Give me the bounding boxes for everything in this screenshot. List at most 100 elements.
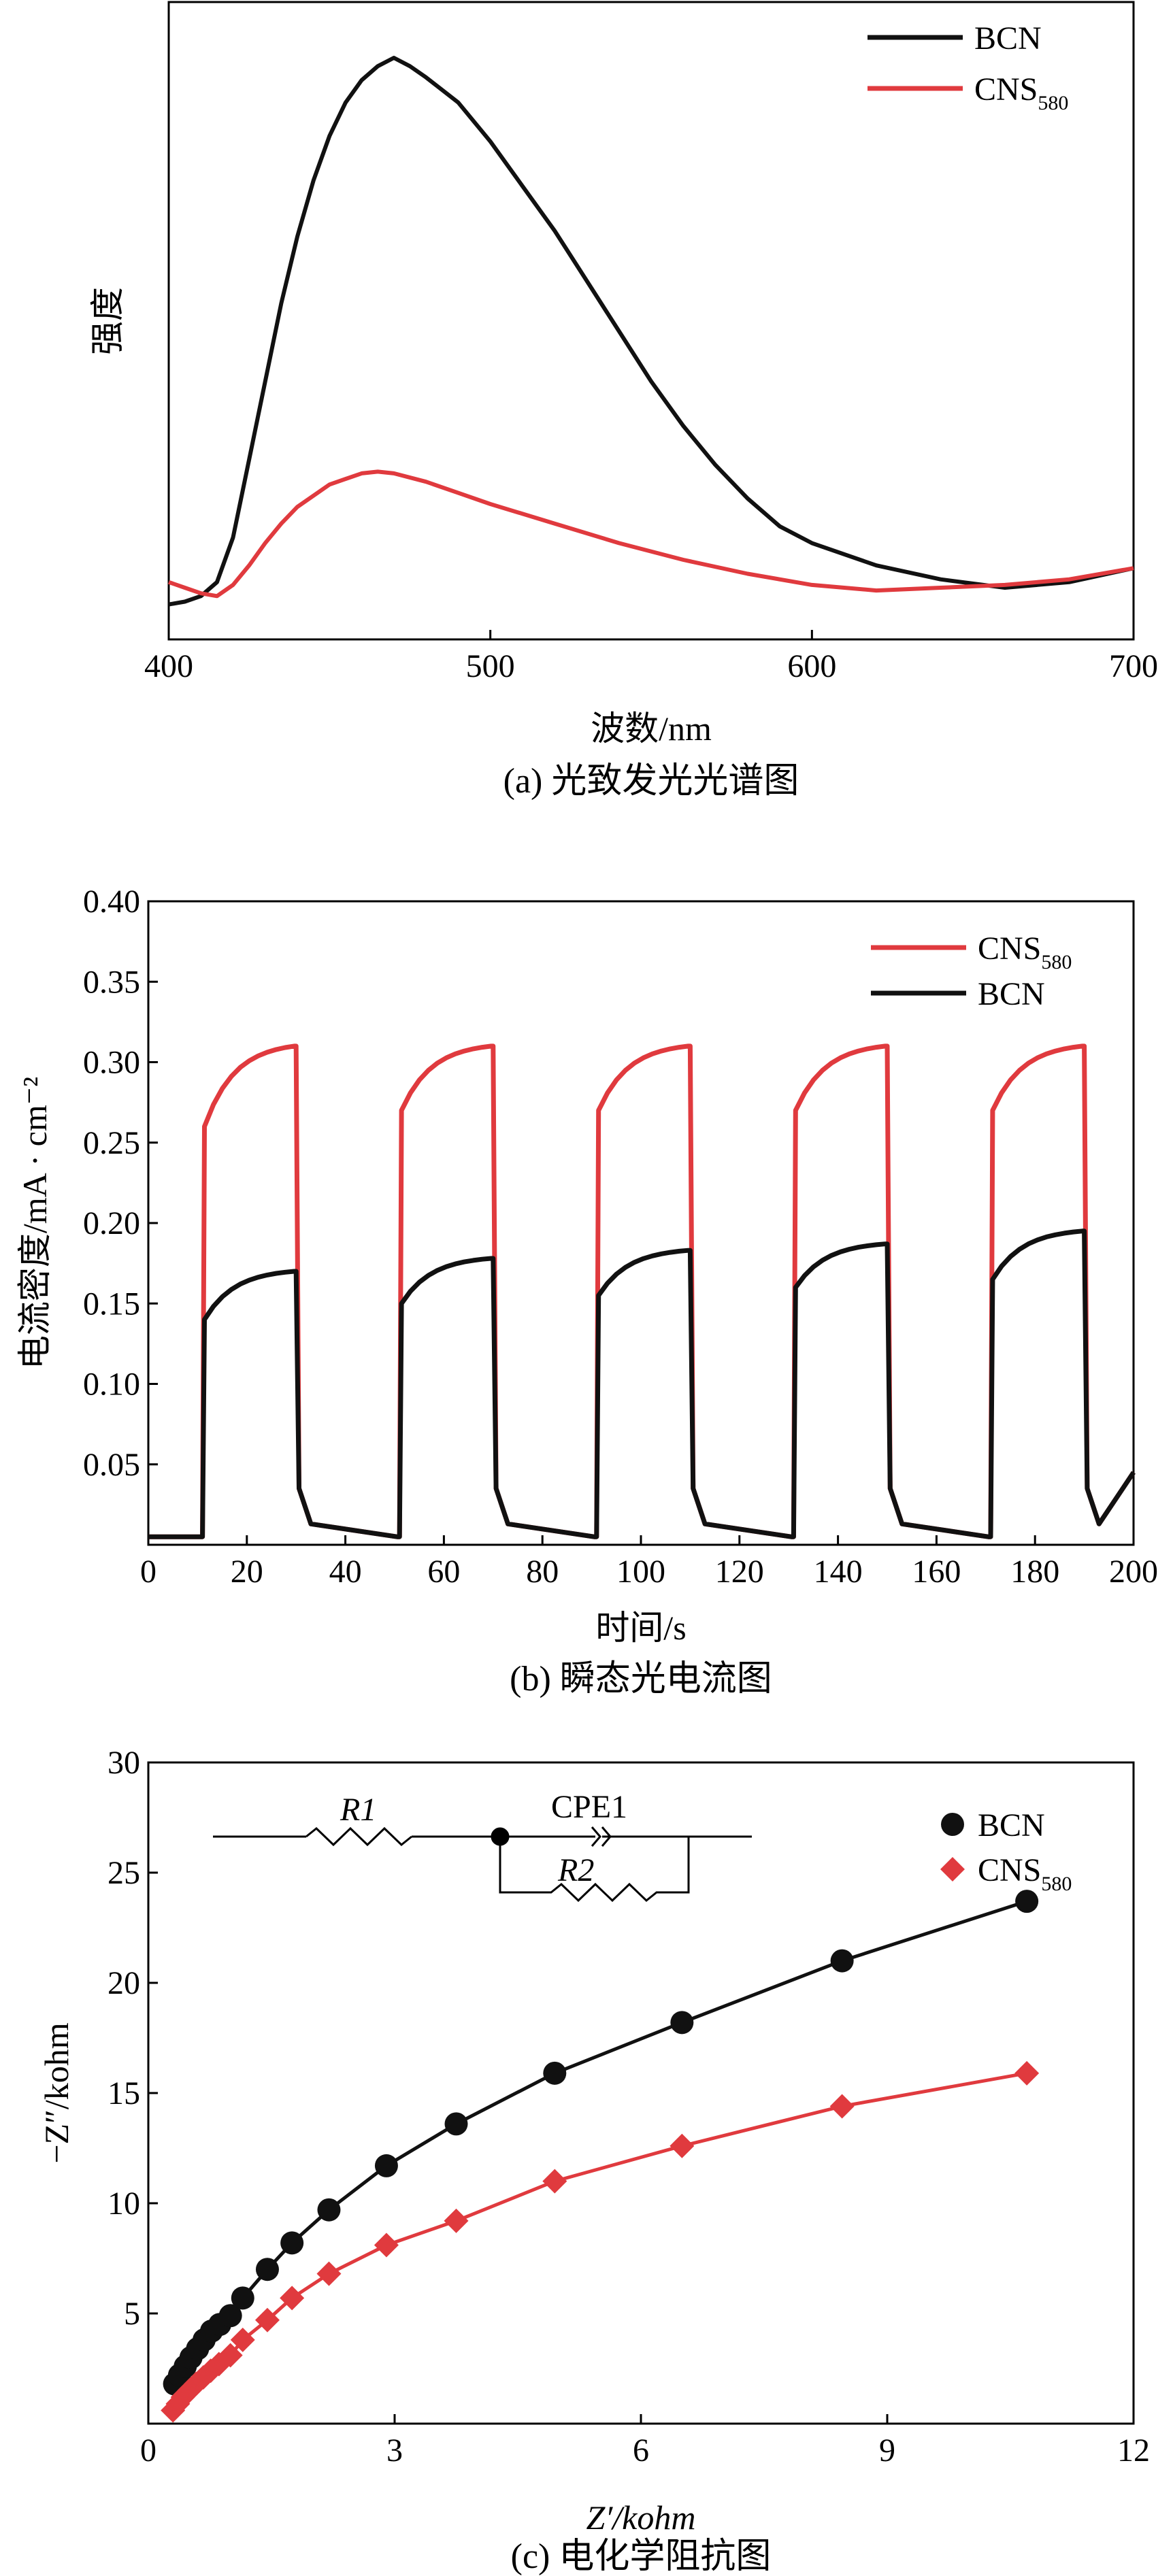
panel-b-series <box>148 1043 1136 1539</box>
circuit-parallel-branch <box>499 1837 690 1903</box>
panel-a-photoluminescence: 400 500 600 700 强度 波数/nm (a) 光致发光光谱图 BCN CN… <box>88 1 1158 801</box>
panel-a-y-axis-label: 强度 <box>88 287 127 355</box>
panel-c-y-axis-label: −Z″/kohm <box>37 2022 76 2163</box>
panel-b-y-tick-label: 0.30 <box>83 1045 140 1081</box>
panel-c-x-tick-label: 0 <box>140 2432 156 2469</box>
panel-b-y-tick-label: 0.15 <box>83 1286 140 1322</box>
panel-b-caption: (b) 瞬态光电流图 <box>510 1660 772 1699</box>
panel-a-ticks: 400 500 600 700 <box>144 630 1158 684</box>
panel-c-point-cns <box>1014 2060 1040 2086</box>
panel-c-point-cns <box>374 2232 399 2258</box>
panel-b-y-axis-label: 电流密度/mA · cm⁻² <box>16 1077 54 1369</box>
panel-b-y-tick-label: 0.20 <box>83 1205 140 1241</box>
panel-b-x-tick-label: 180 <box>1010 1554 1059 1590</box>
panel-a-legend-label-cns-text: CNS <box>974 71 1038 107</box>
panel-c-legend-label-cns-subscript: 580 <box>1041 1873 1072 1895</box>
panel-c-point-bcn <box>317 2198 341 2222</box>
panel-b-x-tick-label: 60 <box>427 1554 460 1590</box>
panel-c-point-bcn <box>670 2011 694 2035</box>
panel-c-fit-line-bcn <box>173 1899 1027 2385</box>
panel-c-point-cns <box>230 2327 255 2352</box>
panel-b-transient-photocurrent: 0 20 40 60 80 100 120 140 160 180 200 0.05 0.10 0.15 0… <box>16 884 1158 1699</box>
panel-c-y-tick-label: 30 <box>108 1745 140 1781</box>
panel-a-x-tick-label: 400 <box>144 648 193 684</box>
panel-b-y-tick-label: 0.10 <box>83 1367 140 1403</box>
panel-c-y-tick-label: 5 <box>124 2296 140 2332</box>
panel-c-y-tick-label: 20 <box>108 1965 140 2001</box>
panel-b-y-tick-label: 0.40 <box>83 884 140 920</box>
panel-c-point-cns <box>829 2094 855 2119</box>
panel-c-point-cns <box>444 2208 469 2233</box>
panel-c-point-bcn <box>830 1949 854 1973</box>
panel-c-x-tick-label: 6 <box>633 2432 649 2469</box>
panel-a-x-tick-label: 700 <box>1109 648 1158 684</box>
panel-b-x-tick-label: 80 <box>526 1554 559 1590</box>
panel-b-x-tick-label: 200 <box>1109 1554 1158 1590</box>
panel-c-legend-label-cns580: CNS580 <box>978 1852 1072 1895</box>
panel-c-point-bcn <box>231 2286 254 2310</box>
panel-c-impedance: 0 3 6 9 12 5 10 15 20 25 30 −Z″/kohm Z′/kohm (c) 电… <box>37 1745 1150 2576</box>
panel-b-series-line-bcn <box>148 1228 1136 1539</box>
panel-b-x-tick-label: 160 <box>912 1554 961 1590</box>
panel-c-legend-label-cns-text: CNS <box>978 1852 1041 1888</box>
panel-c-point-bcn <box>218 2304 242 2328</box>
panel-c-point-bcn <box>1015 1890 1039 1913</box>
circuit-label-cpe1: CPE1 <box>551 1789 627 1825</box>
panel-c-y-tick-label: 10 <box>108 2186 140 2222</box>
panel-c-point-bcn <box>444 2112 468 2136</box>
panel-c-x-axis-label: Z′/kohm <box>586 2498 696 2537</box>
circuit-resistor-r1 <box>305 1826 412 1847</box>
panel-c-caption: (c) 电化学阻抗图 <box>511 2537 772 2576</box>
panel-a-x-tick-label: 500 <box>466 648 515 684</box>
panel-b-x-tick-label: 20 <box>231 1554 263 1590</box>
panel-b-legend-label-cns-subscript: 580 <box>1041 951 1072 973</box>
panel-a-frame <box>167 1 1135 641</box>
panel-c-ticks: 0 3 6 9 12 5 10 15 20 25 30 <box>108 1745 1150 2469</box>
circuit-label-r2: R2 <box>557 1852 594 1888</box>
panel-a-series <box>168 56 1134 607</box>
circuit-label-r1: R1 <box>340 1792 376 1828</box>
panel-c-y-tick-label: 25 <box>108 1855 140 1891</box>
panel-a-series-line-cns <box>168 469 1134 599</box>
panel-c-legend: BCN CNS580 <box>940 1807 1072 1895</box>
panel-b-series-line-cns <box>148 1043 1136 1539</box>
panel-c-legend-label-bcn: BCN <box>978 1807 1045 1843</box>
panel-c-x-tick-label: 12 <box>1117 2432 1150 2469</box>
panel-c-point-cns <box>316 2261 342 2286</box>
panel-c-point-cns <box>670 2133 695 2158</box>
panel-b-legend-label-cns-text: CNS <box>978 931 1041 967</box>
panel-a-x-axis-label: 波数/nm <box>591 709 712 748</box>
panel-a-x-tick-label: 600 <box>787 648 836 684</box>
panel-b-x-tick-label: 0 <box>140 1554 156 1590</box>
panel-b-x-tick-label: 140 <box>814 1554 863 1590</box>
panel-c-point-bcn <box>255 2258 279 2281</box>
panel-c-point-bcn <box>374 2154 398 2177</box>
panel-c-point-cns <box>280 2286 305 2311</box>
panel-b-y-tick-label: 0.35 <box>83 964 140 1000</box>
panel-b-legend-label-cns580: CNS580 <box>978 931 1072 973</box>
panel-c-legend-marker-bcn <box>941 1813 964 1836</box>
panel-c-point-bcn <box>280 2231 304 2255</box>
panel-c-point-cns <box>254 2307 280 2332</box>
panel-b-legend-label-bcn: BCN <box>978 976 1045 1012</box>
panel-a-series-line-bcn <box>168 56 1134 607</box>
panel-c-y-tick-label: 15 <box>108 2075 140 2111</box>
panel-c-point-bcn <box>543 2061 567 2085</box>
panel-a-legend-label-cns-subscript: 580 <box>1038 92 1068 114</box>
panel-b-x-tick-label: 120 <box>715 1554 764 1590</box>
panel-a-legend-label-cns580: CNS580 <box>974 71 1068 114</box>
panel-b-x-tick-label: 100 <box>616 1554 665 1590</box>
circuit-cpe-element <box>591 1826 612 1847</box>
panel-c-legend-marker-cns580 <box>940 1857 965 1881</box>
panel-b-y-tick-label: 0.25 <box>83 1125 140 1161</box>
panel-b-legend: CNS580 BCN <box>871 931 1072 1012</box>
equivalent-circuit-diagram <box>213 1826 752 1903</box>
panel-b-ticks: 0 20 40 60 80 100 120 140 160 180 200 0.05 0.10 0.15 0… <box>83 884 1158 1590</box>
panel-b-x-axis-label: 时间/s <box>595 1609 686 1647</box>
panel-a-caption: (a) 光致发光光谱图 <box>503 762 799 801</box>
panel-a-legend: BCN CNS580 <box>868 20 1068 114</box>
panel-c-series <box>161 1890 1040 2423</box>
panel-a-legend-label-bcn: BCN <box>974 20 1042 56</box>
panel-b-y-tick-label: 0.05 <box>83 1447 140 1483</box>
